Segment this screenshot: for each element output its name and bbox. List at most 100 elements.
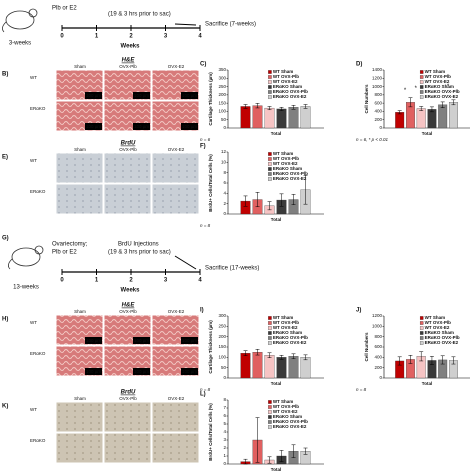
y-tick-label: 2 xyxy=(223,445,226,450)
legend-swatch xyxy=(419,321,424,325)
column-label: Sham xyxy=(74,309,86,314)
legend-label: WT Sham xyxy=(273,151,294,156)
bar xyxy=(252,352,263,379)
timeline-tick-label: 1 xyxy=(95,278,99,284)
legend-swatch xyxy=(419,331,424,335)
row-label: ERαKO xyxy=(30,438,46,443)
legend-swatch xyxy=(268,420,272,424)
micrograph xyxy=(55,432,104,464)
error-bar xyxy=(303,104,308,109)
error-bar xyxy=(255,417,260,463)
micrograph xyxy=(151,401,200,433)
scale-bar-bg xyxy=(133,92,150,99)
bar xyxy=(427,109,437,129)
y-tick-label: 0 xyxy=(223,375,226,380)
y-axis-label: Cartilage Thickness (µm) xyxy=(208,72,213,126)
column-label: Sham xyxy=(74,147,86,152)
y-tick-label: 0 xyxy=(379,375,382,380)
legend-label: WT OVX-Plb xyxy=(273,74,299,79)
legend-swatch xyxy=(268,90,272,94)
micrograph xyxy=(55,152,104,184)
micrograph xyxy=(103,432,152,464)
y-axis-label: Cell Numbers xyxy=(364,332,369,362)
x-tick-label: Total xyxy=(422,381,432,386)
error-bar xyxy=(440,355,445,365)
legend-label: WT OVX-Plb xyxy=(425,320,451,325)
error-bar xyxy=(243,195,248,207)
error-bar xyxy=(255,349,260,356)
legend-swatch xyxy=(419,326,424,330)
legend-swatch xyxy=(268,95,272,99)
legend-label: WT OVX-E2 xyxy=(273,161,298,166)
y-tick-label: 12 xyxy=(221,149,227,154)
micrograph xyxy=(151,432,200,464)
panel-title: H&E xyxy=(122,58,136,64)
injection-title: BrdU Injections xyxy=(118,242,159,248)
y-tick-label: 200 xyxy=(374,117,382,122)
legend-swatch xyxy=(268,415,272,419)
treatment-label: Plb or E2 xyxy=(52,250,77,256)
micrograph xyxy=(103,183,152,215)
legend-swatch xyxy=(268,172,272,176)
error-bar xyxy=(451,356,456,365)
legend-swatch xyxy=(268,321,272,325)
panel-label: F) xyxy=(200,144,206,150)
error-bar xyxy=(303,354,308,361)
legend-swatch xyxy=(419,80,424,84)
error-bar xyxy=(291,105,296,110)
legend-label: WT Sham xyxy=(273,69,294,74)
panel-label: E) xyxy=(2,155,8,161)
y-tick-label: 0 xyxy=(223,125,226,130)
scale-bar-bg xyxy=(181,123,198,130)
panel-title: BrdU xyxy=(121,390,136,396)
y-tick-label: 250 xyxy=(218,84,226,89)
column-label: Sham xyxy=(74,396,86,401)
legend-swatch xyxy=(268,316,272,320)
panel-label: I) xyxy=(200,308,204,314)
error-bar xyxy=(279,193,284,207)
panel-label: B) xyxy=(2,72,8,78)
error-bar xyxy=(419,351,424,362)
legend-label: ERαKO OVX-E2 xyxy=(273,176,307,181)
legend-label: WT Sham xyxy=(273,399,294,404)
scale-bar-bg xyxy=(133,337,150,344)
n-note: n = 8 xyxy=(200,223,211,228)
column-label: OVX-Plb xyxy=(119,396,137,401)
error-bar xyxy=(451,99,456,106)
column-label: OVX-E2 xyxy=(168,309,185,314)
legend-label: ERαKO Sham xyxy=(273,330,302,335)
n-note: n = 8 xyxy=(200,387,211,392)
error-bar xyxy=(243,104,248,109)
legend-swatch xyxy=(419,95,424,99)
timeline-tick-label: 2 xyxy=(129,278,133,284)
axis-label: Weeks xyxy=(121,288,141,294)
timeline-tick-label: 4 xyxy=(198,34,202,40)
column-label: OVX-Plb xyxy=(119,64,137,69)
legend-swatch xyxy=(268,157,272,161)
panel-label: H) xyxy=(2,317,8,323)
error-bar xyxy=(291,444,296,458)
scale-bar-label: 100 µm xyxy=(134,369,149,374)
timeline-tick-label: 2 xyxy=(129,34,133,40)
y-axis-label: Cell Numbers xyxy=(364,84,369,114)
legend-swatch xyxy=(268,80,272,84)
error-bar xyxy=(267,352,272,358)
legend-label: ERαKO Sham xyxy=(273,166,302,171)
legend-label: WT OVX-E2 xyxy=(425,325,450,330)
legend-label: ERαKO OVX-E2 xyxy=(273,340,307,345)
legend-swatch xyxy=(268,405,272,409)
error-bar xyxy=(255,192,260,208)
x-tick-label: Total xyxy=(271,217,281,222)
y-tick-label: 200 xyxy=(218,334,226,339)
legend-swatch xyxy=(268,152,272,156)
y-axis-label: BrdU+ Cells/Total Cells (%) xyxy=(208,154,213,212)
micrograph xyxy=(151,152,200,184)
legend-swatch xyxy=(268,341,272,345)
scale-bar-label: 100 µm xyxy=(134,338,149,343)
arrow xyxy=(174,23,197,26)
scale-bar-bg xyxy=(85,337,102,344)
y-tick-label: 100 xyxy=(218,355,226,360)
bar xyxy=(276,357,287,379)
error-bar xyxy=(408,355,413,364)
